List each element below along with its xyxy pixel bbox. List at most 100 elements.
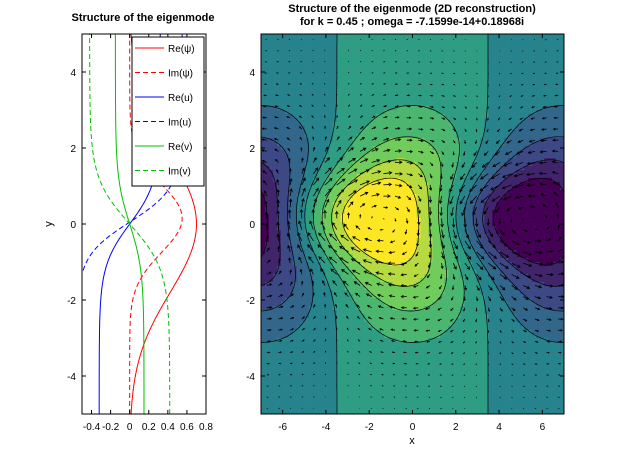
heatmap-cell [468,282,473,287]
heatmap-cell [552,282,557,287]
heatmap-cell [316,106,322,111]
heatmap-cell [288,130,294,135]
heatmap-cell [448,94,453,99]
heatmap-cell [432,230,438,235]
heatmap-cell [360,242,366,247]
heatmap-cell [324,190,330,195]
heatmap-cell [264,246,270,251]
heatmap-cell [288,150,294,155]
heatmap-cell [288,202,294,207]
heatmap-cell [424,138,430,143]
heatmap-cell [384,238,390,243]
heatmap-cell [312,50,318,55]
heatmap-cell [296,74,302,79]
heatmap-cell [404,174,410,179]
heatmap-cell [300,54,306,59]
heatmap-cell [456,38,461,43]
heatmap-cell [284,50,290,55]
heatmap-cell [332,286,338,291]
heatmap-cell [460,58,465,63]
heatmap-cell [536,186,541,191]
heatmap-cell [400,250,406,255]
heatmap-cell [388,58,394,63]
heatmap-cell [436,122,442,127]
heatmap-cell [424,186,430,191]
heatmap-cell [308,134,314,139]
heatmap-cell [452,210,457,215]
heatmap-cell [284,270,290,275]
heatmap-cell [268,82,274,87]
heatmap-cell [556,286,561,291]
heatmap-cell [296,210,302,215]
heatmap-cell [448,242,453,247]
heatmap-cell [380,286,386,291]
heatmap-cell [328,194,334,199]
heatmap-cell [320,202,326,207]
heatmap-cell [300,46,306,51]
heatmap-cell [424,114,430,119]
heatmap-cell [320,266,326,271]
heatmap-cell [432,170,438,175]
heatmap-cell [328,242,334,247]
heatmap-cell [288,70,294,75]
heatmap-cell [392,258,398,263]
heatmap-cell [400,146,406,151]
heatmap-cell [308,154,314,159]
heatmap-cell [368,182,374,187]
heatmap-cell [464,74,469,79]
heatmap-cell [492,134,497,139]
heatmap-cell [452,222,457,227]
heatmap-cell [320,194,326,199]
heatmap-cell [560,170,564,175]
heatmap-cell [332,194,338,199]
heatmap-cell [268,58,274,63]
heatmap-cell [428,50,434,55]
heatmap-cell [448,50,453,55]
heatmap-cell [408,234,414,239]
heatmap-cell [388,246,394,251]
heatmap-cell [504,246,509,251]
heatmap-cell [520,214,525,219]
heatmap-cell [456,162,461,167]
heatmap-cell [516,174,521,179]
heatmap-cell [288,238,294,243]
heatmap-cell [388,234,394,239]
heatmap-cell [548,34,553,39]
heatmap-cell [420,102,426,107]
heatmap-cell [496,58,501,63]
heatmap-cell [552,78,557,83]
heatmap-cell [512,90,517,95]
heatmap-cell [288,158,294,163]
heatmap-cell [444,218,449,223]
heatmap-cell [284,262,290,267]
heatmap-cell [380,186,386,191]
heatmap-cell [476,242,481,247]
heatmap-cell [436,174,442,179]
heatmap-cell [464,114,469,119]
heatmap-cell [356,50,362,55]
heatmap-cell [261,54,266,59]
heatmap-cell [400,198,406,203]
heatmap-cell [412,166,418,171]
heatmap-cell [536,138,541,143]
heatmap-cell [416,58,422,63]
heatmap-cell [476,218,481,223]
heatmap-cell [384,242,390,247]
heatmap-cell [404,118,410,123]
heatmap-cell [472,74,477,79]
heatmap-cell [261,182,266,187]
heatmap-cell [512,146,517,151]
heatmap-cell [540,286,545,291]
heatmap-cell [520,74,525,79]
heatmap-cell [340,286,346,291]
heatmap-cell [408,178,414,183]
heatmap-cell [536,90,541,95]
heatmap-cell [280,222,286,227]
heatmap-cell [340,170,346,175]
heatmap-cell [264,62,270,67]
heatmap-cell [464,186,469,191]
heatmap-cell [452,258,457,263]
heatmap-cell [384,74,390,79]
heatmap-cell [560,182,564,187]
heatmap-cell [348,62,354,67]
